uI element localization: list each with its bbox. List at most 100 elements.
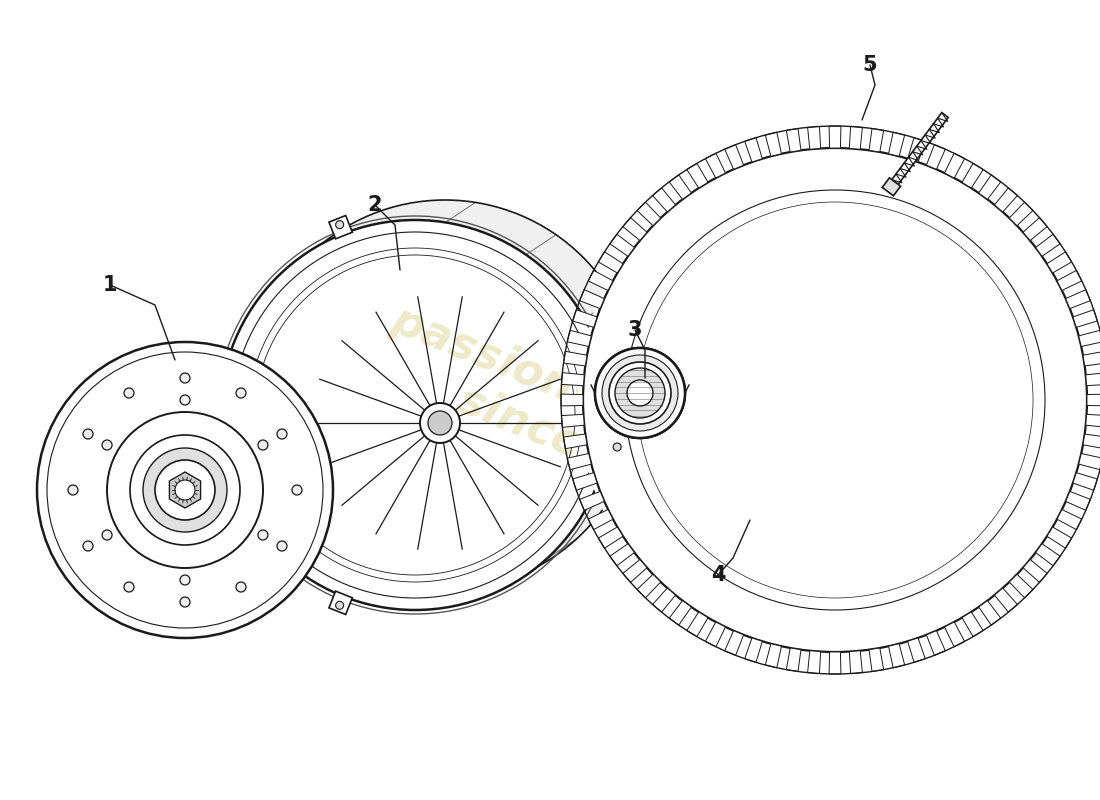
Ellipse shape [82, 429, 94, 439]
Ellipse shape [250, 200, 640, 590]
Polygon shape [945, 154, 965, 178]
Polygon shape [1057, 270, 1081, 290]
Polygon shape [786, 648, 801, 671]
Ellipse shape [578, 143, 1092, 657]
Ellipse shape [603, 356, 676, 430]
Ellipse shape [595, 348, 685, 438]
Polygon shape [908, 638, 925, 662]
Polygon shape [563, 434, 587, 449]
Ellipse shape [175, 480, 195, 500]
Ellipse shape [420, 403, 460, 443]
Polygon shape [652, 188, 675, 212]
Ellipse shape [220, 220, 610, 610]
Polygon shape [945, 622, 965, 646]
Ellipse shape [68, 485, 78, 495]
Polygon shape [598, 527, 623, 548]
Text: 2: 2 [367, 195, 383, 215]
Polygon shape [598, 252, 623, 273]
Ellipse shape [336, 602, 343, 610]
Polygon shape [889, 132, 904, 156]
Polygon shape [725, 630, 744, 655]
Polygon shape [882, 178, 901, 196]
Polygon shape [561, 414, 584, 427]
Polygon shape [849, 126, 862, 150]
Ellipse shape [615, 368, 666, 418]
Ellipse shape [583, 148, 1087, 652]
Polygon shape [889, 644, 904, 668]
Polygon shape [829, 126, 840, 148]
Polygon shape [1084, 351, 1100, 366]
Polygon shape [568, 454, 592, 470]
Polygon shape [1066, 290, 1090, 309]
Polygon shape [829, 652, 840, 674]
Ellipse shape [124, 582, 134, 592]
Polygon shape [669, 601, 691, 625]
Ellipse shape [180, 575, 190, 585]
Polygon shape [1047, 252, 1071, 273]
Polygon shape [1010, 574, 1033, 598]
Polygon shape [766, 644, 781, 668]
Polygon shape [725, 145, 744, 170]
Ellipse shape [615, 180, 1055, 620]
Ellipse shape [180, 597, 190, 607]
Polygon shape [588, 270, 613, 290]
Ellipse shape [107, 412, 263, 568]
Polygon shape [568, 330, 592, 346]
Polygon shape [994, 188, 1018, 212]
Polygon shape [588, 510, 613, 530]
Ellipse shape [143, 448, 227, 532]
Polygon shape [686, 612, 708, 637]
Polygon shape [1087, 394, 1100, 406]
Polygon shape [807, 650, 821, 674]
Ellipse shape [257, 440, 268, 450]
Ellipse shape [180, 373, 190, 383]
Polygon shape [705, 622, 726, 646]
Polygon shape [1086, 373, 1100, 386]
Polygon shape [926, 145, 945, 170]
Ellipse shape [236, 388, 246, 398]
Polygon shape [979, 601, 1001, 625]
Ellipse shape [613, 443, 621, 451]
Polygon shape [786, 129, 801, 152]
Polygon shape [745, 138, 762, 162]
Polygon shape [1047, 527, 1071, 548]
Ellipse shape [336, 221, 343, 229]
Polygon shape [766, 132, 781, 156]
Polygon shape [329, 215, 352, 239]
Polygon shape [869, 648, 883, 671]
Polygon shape [979, 175, 1001, 199]
Polygon shape [609, 234, 635, 256]
Text: 4: 4 [711, 565, 725, 585]
Polygon shape [573, 310, 597, 327]
Polygon shape [1079, 454, 1100, 470]
Polygon shape [745, 638, 762, 662]
Polygon shape [669, 175, 691, 199]
Polygon shape [637, 574, 661, 598]
Text: 5: 5 [862, 55, 878, 75]
Polygon shape [807, 126, 821, 150]
Ellipse shape [626, 379, 654, 407]
Polygon shape [1023, 218, 1047, 241]
Polygon shape [869, 129, 883, 152]
Polygon shape [1066, 491, 1090, 510]
Ellipse shape [607, 360, 673, 426]
Ellipse shape [155, 460, 214, 520]
Ellipse shape [82, 541, 94, 551]
Ellipse shape [257, 530, 268, 540]
Polygon shape [561, 373, 584, 386]
Ellipse shape [595, 348, 685, 438]
Ellipse shape [130, 435, 240, 545]
Polygon shape [926, 630, 945, 655]
Polygon shape [1010, 202, 1033, 226]
Polygon shape [962, 612, 983, 637]
Ellipse shape [277, 429, 287, 439]
Ellipse shape [615, 368, 666, 418]
Polygon shape [1057, 510, 1081, 530]
Polygon shape [604, 436, 625, 457]
Polygon shape [623, 559, 647, 582]
Ellipse shape [292, 485, 302, 495]
Polygon shape [652, 588, 675, 612]
Polygon shape [563, 351, 587, 366]
Polygon shape [169, 472, 200, 508]
Ellipse shape [180, 395, 190, 405]
